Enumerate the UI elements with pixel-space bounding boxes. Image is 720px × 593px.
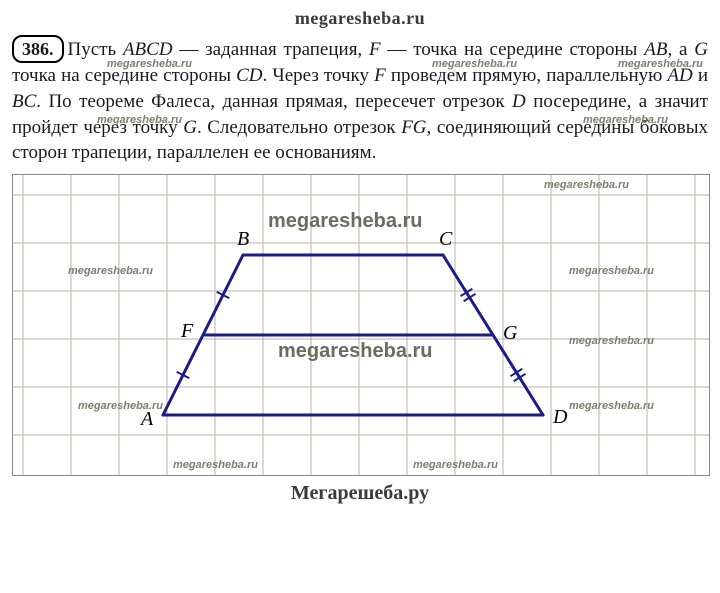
figure: ABCDFG megaresheba.ru megaresheba.ru meg… [12, 174, 710, 476]
t-p1f: . Через точку [263, 65, 375, 86]
t-p1b: — заданная трапеция, [173, 39, 369, 60]
svg-text:A: A [139, 408, 154, 430]
header-bottom: Мегарешеба.ру [12, 482, 708, 505]
svg-text:G: G [503, 322, 518, 344]
t-D: D [512, 91, 526, 112]
t-AD: AD [667, 65, 692, 86]
t-AB: AB [644, 39, 667, 60]
problem-text: 386.Пусть ABCD — заданная трапеция, F — … [12, 35, 708, 166]
t-p1h: и [693, 65, 708, 86]
svg-text:F: F [180, 320, 194, 342]
svg-text:C: C [439, 228, 453, 250]
svg-text:B: B [237, 228, 249, 250]
header-top: megaresheba.ru [12, 8, 708, 29]
trapezoid-diagram: A B C D F G [13, 175, 709, 475]
t-G: G [694, 39, 708, 60]
t-CD: CD [236, 65, 262, 86]
t-p1d: , а [667, 39, 694, 60]
t-p1i: . По теореме Фалеса, данная прямая, пере… [36, 91, 512, 112]
t-p1k: . Следовательно отрезок [197, 117, 401, 138]
t-F2: F [374, 65, 386, 86]
t-p1a: Пусть [68, 39, 123, 60]
t-BC: BC [12, 91, 36, 112]
t-p1c: — точка на середине стороны [381, 39, 645, 60]
t-p1e: точка на середине стороны [12, 65, 236, 86]
t-G2: G [183, 117, 197, 138]
t-p1g: проведем прямую, параллельную [386, 65, 668, 86]
t-FG: FG [401, 117, 426, 138]
t-F: F [369, 39, 381, 60]
svg-text:D: D [552, 406, 568, 428]
problem-number: 386. [12, 35, 64, 63]
t-abcd: ABCD [123, 39, 173, 60]
